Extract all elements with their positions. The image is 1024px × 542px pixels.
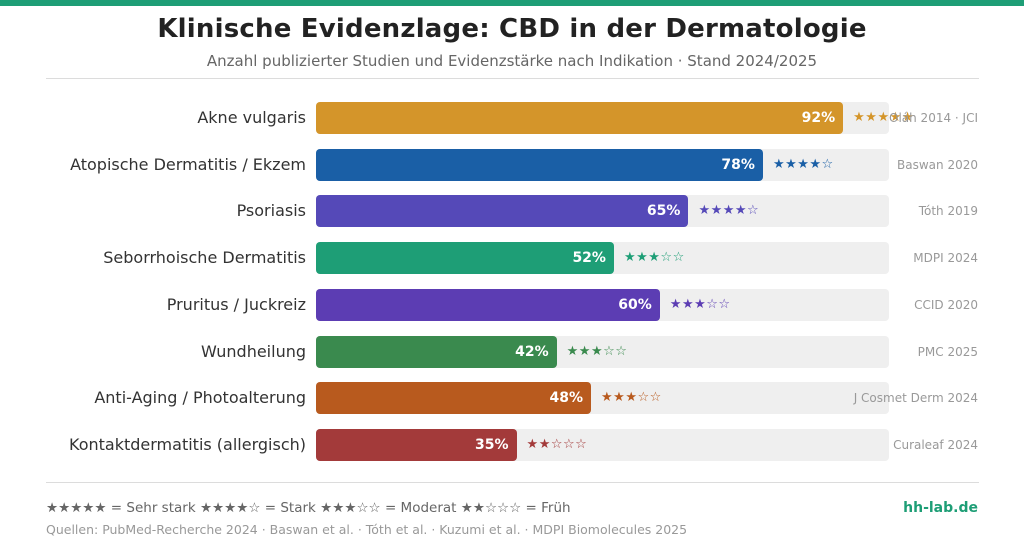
bar: 42% [316, 335, 557, 368]
bar-row: Anti-Aging / Photoalterung 48% ★★★☆☆ J Cosm… [0, 382, 1024, 416]
header-divider [46, 78, 979, 79]
evidence-stars: ★★★☆☆ [566, 343, 628, 359]
chart-subtitle: Anzahl publizierter Studien und Evidenzs… [206, 52, 818, 70]
sources-note: Quellen: PubMed-Recherche 2024 · Baswan … [46, 522, 688, 537]
evidence-stars: ★★★☆☆ [623, 250, 685, 266]
footer-divider [46, 482, 979, 483]
bar-row: Seborrhoische Dermatitis 52% ★★★☆☆ MDPI 202… [0, 242, 1024, 276]
value-label: 92% [801, 110, 836, 126]
bar-track: 52% ★★★☆☆ [316, 242, 889, 275]
evidence-stars: ★★★★★ [853, 110, 914, 125]
bar-track: 65% ★★★★☆ [316, 195, 889, 228]
evidence-legend: ★★★★★ = Sehr stark ★★★★☆ = Stark ★★★☆☆ =… [46, 500, 571, 516]
evidence-stars: ★★☆☆☆ [526, 436, 588, 452]
bar-row: Wundheilung 42% ★★★☆☆ PMC 2025 [0, 335, 1024, 370]
category-label: Kontaktdermatitis (allergisch) [69, 434, 306, 454]
bar-row: Psoriasis 65% ★★★★☆ Tóth 2019 [0, 195, 1024, 229]
chart-title: Klinische Evidenzlage: CBD in der Dermat… [157, 14, 867, 44]
source-label: Tóth 2019 [918, 204, 978, 219]
bar-track: 60% ★★★☆☆ [316, 288, 889, 321]
category-label: Atopische Dermatitis / Ekzem [70, 154, 306, 174]
bar-row: Kontaktdermatitis (allergisch) 35% ★★☆☆☆ Cu… [0, 428, 1024, 463]
bar-track: 42% ★★★☆☆ [316, 335, 889, 368]
bar: 35% [316, 428, 517, 461]
value-label: 42% [515, 343, 549, 360]
source-label: Baswan 2020 [897, 157, 978, 172]
source-label: PMC 2025 [917, 344, 978, 359]
source-label: CCID 2020 [914, 297, 978, 312]
value-label: 78% [721, 156, 755, 173]
category-label: Anti-Aging / Photoalterung [94, 388, 306, 408]
category-label: Psoriasis [236, 201, 306, 221]
value-label: 65% [646, 203, 681, 220]
category-label: Seborrhoische Dermatitis [103, 248, 306, 268]
top-accent-bar [0, 0, 1024, 6]
evidence-stars: ★★★☆☆ [601, 390, 662, 406]
category-label: Wundheilung [201, 341, 306, 361]
source-label: MDPI 2024 [913, 251, 978, 266]
bar: 52% [316, 242, 614, 275]
bar-row: Atopische Dermatitis / Ekzem 78% ★★★★☆ Basw… [0, 148, 1024, 183]
source-label: Curaleaf 2024 [893, 437, 978, 452]
bar-track: 35% ★★☆☆☆ [316, 428, 889, 461]
bar: 92% [316, 102, 844, 134]
bar-track: 48% ★★★☆☆ [316, 382, 889, 415]
evidence-stars: ★★★★☆ [698, 203, 760, 219]
value-label: 48% [549, 390, 584, 407]
bar: 65% [316, 195, 689, 228]
bar-row: Akne vulgaris 92% ★★★★★ Oláh 2014 · JCI [0, 102, 1024, 136]
bar: 60% [316, 288, 660, 321]
source-label: J Cosmet Derm 2024 [853, 391, 978, 406]
source-label: Oláh 2014 · JCI [889, 111, 978, 125]
bar-row: Pruritus / Juckreiz 60% ★★★☆☆ CCID 2020 [0, 288, 1024, 323]
category-label: Akne vulgaris [197, 108, 306, 127]
evidence-stars: ★★★☆☆ [669, 296, 731, 312]
value-label: 60% [618, 296, 652, 313]
evidence-stars: ★★★★☆ [772, 156, 834, 172]
brand-link[interactable]: hh-lab.de [903, 500, 978, 516]
category-label: Pruritus / Juckreiz [166, 294, 306, 314]
value-label: 35% [475, 436, 509, 453]
bar: 78% [316, 148, 763, 181]
bar: 48% [316, 382, 592, 415]
bar-track: 78% ★★★★☆ [316, 148, 889, 181]
value-label: 52% [572, 250, 606, 267]
bar-track: 92% ★★★★★ [316, 102, 913, 134]
